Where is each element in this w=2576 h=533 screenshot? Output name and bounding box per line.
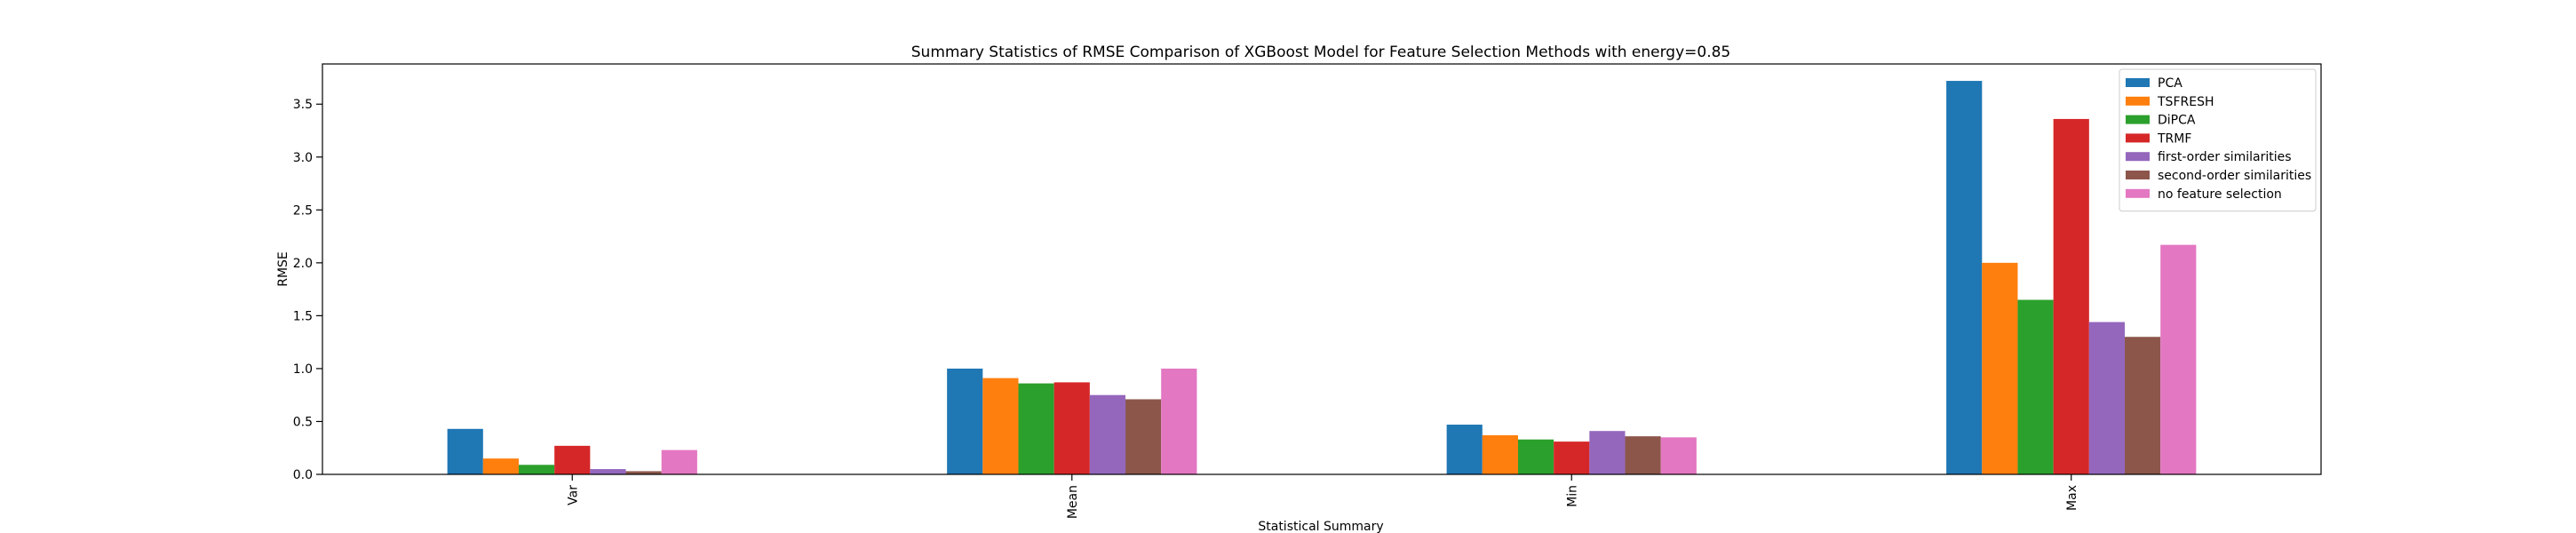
y-tick-label: 3.5	[293, 98, 313, 112]
bar-mean-1	[982, 378, 1019, 474]
y-tick-label: 1.5	[293, 309, 313, 323]
legend-swatch	[2126, 188, 2150, 198]
bar-mean-3	[1053, 382, 1090, 474]
x-tick-label: Var	[566, 485, 580, 505]
bar-max-2	[2017, 299, 2054, 474]
bar-mean-5	[1125, 399, 1162, 474]
bar-min-4	[1589, 431, 1626, 474]
bar-mean-6	[1161, 368, 1197, 474]
bar-max-5	[2125, 337, 2161, 474]
legend-swatch	[2126, 171, 2150, 179]
legend-label: PCA	[2158, 76, 2182, 91]
legend-label: TSFRESH	[2157, 95, 2214, 109]
x-tick-label: Mean	[1066, 485, 1080, 519]
legend-swatch	[2126, 133, 2150, 143]
legend-label: no feature selection	[2158, 187, 2282, 202]
legend-label: DiPCA	[2158, 114, 2196, 128]
plot-area-frame	[322, 63, 2322, 475]
legend-swatch	[2126, 152, 2150, 162]
bar-min-2	[1517, 439, 1554, 474]
bar-mean-2	[1018, 383, 1054, 474]
bar-var-4	[590, 469, 626, 474]
bar-min-3	[1554, 442, 1590, 474]
bar-min-5	[1625, 436, 1661, 474]
bar-max-1	[1982, 262, 2018, 474]
bar-mean-0	[947, 368, 983, 474]
legend-label: TRMF	[2157, 131, 2191, 146]
bar-max-3	[2053, 118, 2089, 475]
legend-label: first-order similarities	[2158, 150, 2292, 164]
y-tick-label: 1.0	[293, 362, 313, 377]
y-axis: 0.0 0.5 1.0 1.5 2.0 2.5 3.0 3.5	[293, 98, 322, 482]
bar-var-1	[482, 458, 519, 474]
y-tick-label: 0.0	[293, 468, 313, 482]
legend-box	[2119, 68, 2317, 212]
y-tick-label: 2.0	[293, 257, 313, 271]
bar-var-6	[661, 449, 697, 474]
legend-swatch	[2126, 115, 2150, 124]
legend-swatch	[2126, 78, 2150, 87]
bar-var-3	[554, 445, 591, 474]
x-axis-label: Statistical Summary	[1258, 520, 1383, 533]
y-tick-label: 0.5	[293, 415, 313, 429]
bar-min-1	[1482, 434, 1518, 474]
legend-label: second-order similarities	[2158, 169, 2311, 183]
y-tick-label: 2.5	[293, 203, 313, 218]
bar-mean-4	[1089, 394, 1126, 474]
y-axis-label: RMSE	[276, 251, 290, 287]
x-axis: Var Mean Min Max	[566, 474, 2079, 519]
chart-title: Summary Statistics of RMSE Comparison of…	[911, 44, 1731, 61]
bar-min-6	[1660, 437, 1697, 474]
legend-swatch	[2126, 96, 2150, 106]
bar-var-0	[447, 428, 483, 474]
bar-max-6	[2160, 244, 2197, 474]
bar-max-4	[2088, 322, 2126, 474]
bar-var-2	[518, 465, 555, 474]
legend: PCA TSFRESH DiPCA TRMF first-order similarit…	[2119, 68, 2317, 212]
bar-var-5	[625, 471, 662, 474]
bar-min-0	[1446, 425, 1483, 474]
bar-max-0	[1946, 81, 1983, 475]
y-tick-label: 3.0	[293, 151, 313, 165]
x-tick-label: Max	[2065, 485, 2079, 511]
bars-group	[447, 81, 2197, 475]
x-tick-label: Min	[1565, 485, 1579, 507]
